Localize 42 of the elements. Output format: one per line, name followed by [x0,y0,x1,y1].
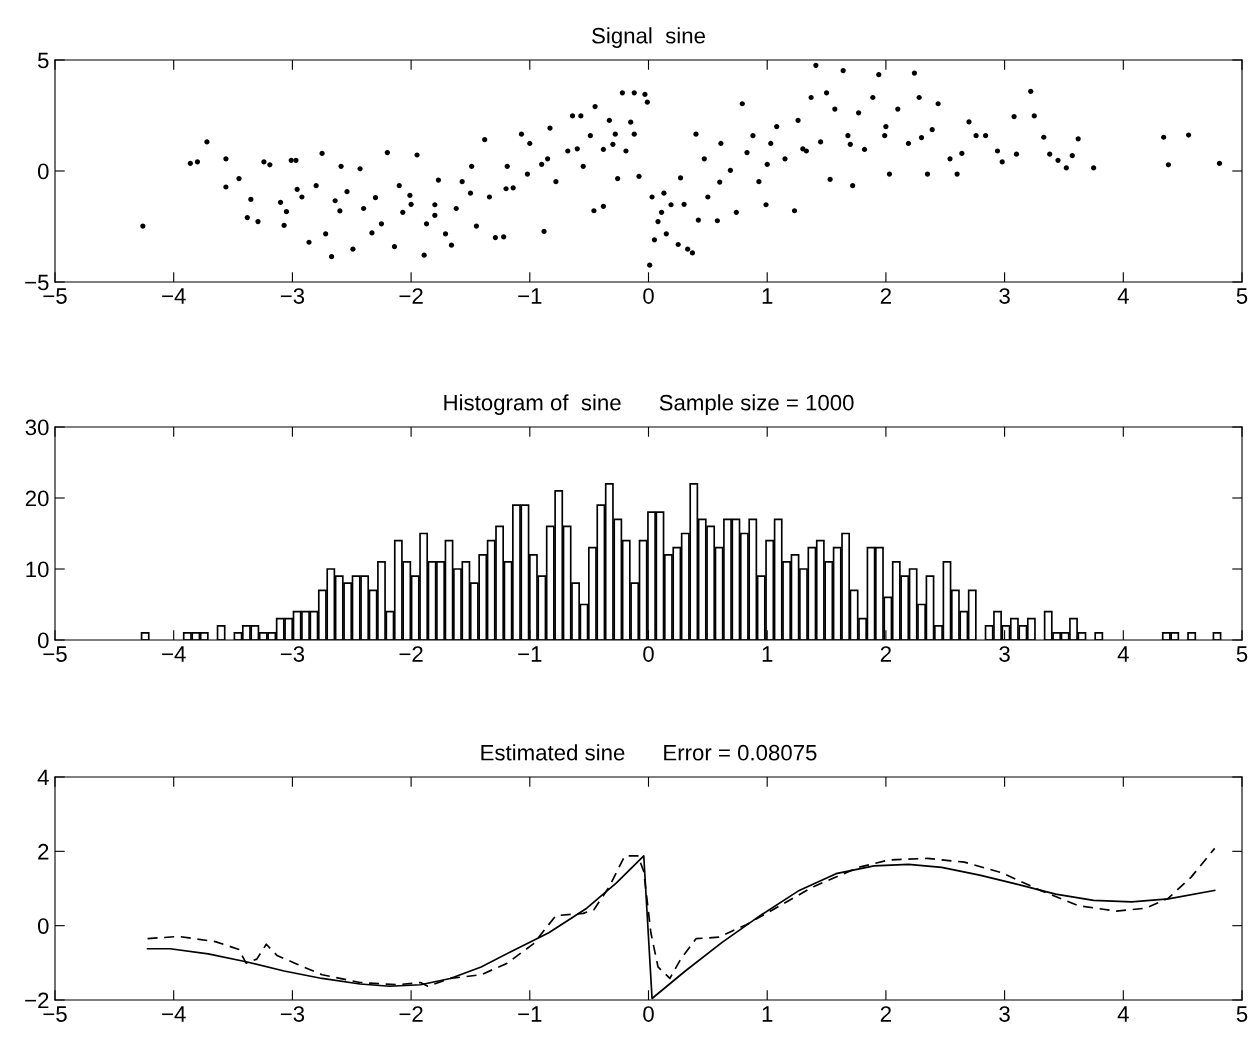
y-tick-label: 5 [37,52,49,69]
x-tick-label: 4 [1117,646,1129,662]
y-tick-label: 4 [37,769,49,786]
x-tick-label: 0 [643,288,654,304]
y-tick-label: −2 [25,992,49,1009]
x-tick-label: −2 [399,1006,423,1022]
x-tick-label: 4 [1117,1006,1129,1022]
y-tick-label: 20 [25,490,49,507]
x-tick-label: 5 [1236,1006,1248,1022]
x-tick-label: −3 [280,288,305,304]
y-tick-label: 0 [37,163,49,180]
x-tick-label: 3 [999,1006,1010,1022]
x-tick-label: 5 [1236,288,1248,304]
x-tick-label: 0 [643,646,654,662]
x-tick-label: −3 [280,646,305,662]
x-tick-label: 1 [762,288,773,304]
x-tick-label: −3 [280,1006,305,1022]
x-tick-label: 2 [880,646,891,662]
y-tick-label: 0 [37,918,49,934]
x-tick-label: 2 [880,1006,891,1022]
x-tick-label: −4 [162,1006,186,1022]
x-tick-label: 3 [999,288,1010,304]
x-tick-label: −4 [162,288,186,304]
x-tick-label: 4 [1117,288,1129,304]
y-tick-label: 2 [38,843,49,860]
x-tick-label: −2 [399,646,423,662]
x-tick-label: 5 [1236,646,1248,662]
x-tick-label: −1 [518,288,542,304]
y-tick-label: 30 [25,419,49,436]
y-tick-label: 10 [26,561,49,578]
x-tick-label: −1 [518,646,542,662]
x-tick-label: −2 [399,288,423,304]
chart-title: Estimated sine Error = 0.08075 [481,744,817,761]
x-tick-label: 1 [762,646,773,662]
x-tick-label: 1 [762,1006,773,1022]
x-tick-label: −1 [518,1006,542,1022]
chart-title: Histogram of sine Sample size = 1000 [444,394,854,415]
x-tick-label: 2 [880,288,891,304]
x-tick-label: −4 [162,646,186,662]
x-tick-label: 0 [643,1006,654,1022]
x-tick-label: 3 [999,646,1010,662]
chart-title: Signal sine [592,27,705,48]
